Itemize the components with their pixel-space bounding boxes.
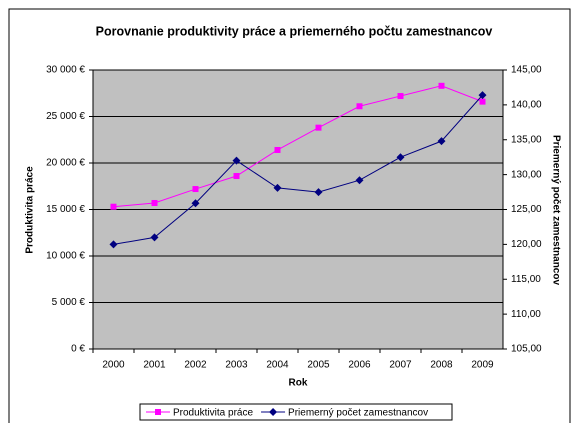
marker [150, 233, 159, 242]
y-axis-title: Produktivita práce [25, 166, 36, 254]
marker [356, 103, 363, 110]
legend-marker [155, 409, 161, 415]
marker [192, 186, 199, 193]
y2-tick-label: 110,00 [511, 309, 541, 320]
marker [438, 82, 445, 89]
x-tick-label: 2007 [389, 360, 412, 371]
y-tick-label: 15 000 € [46, 204, 85, 215]
y2-tick-label: 145,00 [511, 65, 542, 76]
legend-box [139, 403, 453, 421]
x-tick-label: 2008 [430, 360, 453, 371]
marker [233, 173, 240, 180]
x-tick-label: 2005 [307, 360, 330, 371]
y2-axis-title: Priemerný počet zamestnancov [550, 135, 561, 285]
legend-label: Produktivita práce [173, 408, 253, 419]
y-tick-label: 30 000 € [46, 65, 85, 76]
y2-tick-label: 125,00 [511, 204, 542, 215]
legend-label: Priemerný počet zamestnancov [288, 408, 428, 419]
x-tick-label: 2000 [102, 360, 125, 371]
x-tick-label: 2003 [225, 360, 248, 371]
marker [396, 153, 405, 162]
x-tick-label: 2002 [184, 360, 207, 371]
marker [397, 93, 404, 100]
chart-title: Porovnanie produktivity práce a priemern… [96, 24, 493, 38]
y-tick-label: 25 000 € [46, 111, 85, 122]
marker [479, 98, 486, 105]
legend: Produktivita práce Priemerný počet zamest… [139, 403, 453, 421]
series-line [113, 85, 483, 208]
y-tick-label: 5 000 € [52, 297, 86, 308]
y2-tick-label: 135,00 [511, 134, 542, 145]
x-tick-label: 2001 [143, 360, 166, 371]
y-tick-label: 0 € [71, 344, 85, 355]
legend-marker [269, 408, 278, 416]
marker [232, 156, 241, 165]
marker [109, 240, 118, 249]
series-line [113, 94, 483, 245]
marker [151, 199, 158, 206]
marker [314, 188, 323, 197]
marker [315, 124, 322, 131]
y2-tick-label: 130,00 [511, 169, 542, 180]
y-tick-label: 20 000 € [46, 158, 85, 169]
x-tick-label: 2004 [266, 360, 289, 371]
y2-tick-label: 120,00 [511, 239, 542, 250]
marker [273, 183, 282, 192]
marker [437, 137, 446, 146]
marker [274, 146, 281, 153]
marker [110, 203, 117, 210]
x-tick-label: 2009 [471, 360, 494, 371]
y2-tick-label: 115,00 [511, 274, 541, 285]
x-tick-label: 2006 [348, 360, 371, 371]
marker [355, 176, 364, 185]
y-tick-label: 10 000 € [46, 251, 85, 262]
marker [478, 91, 487, 100]
y2-tick-label: 105,00 [511, 344, 542, 355]
y2-tick-label: 140,00 [511, 100, 542, 111]
marker [191, 199, 200, 208]
x-axis-title: Rok [289, 378, 308, 389]
